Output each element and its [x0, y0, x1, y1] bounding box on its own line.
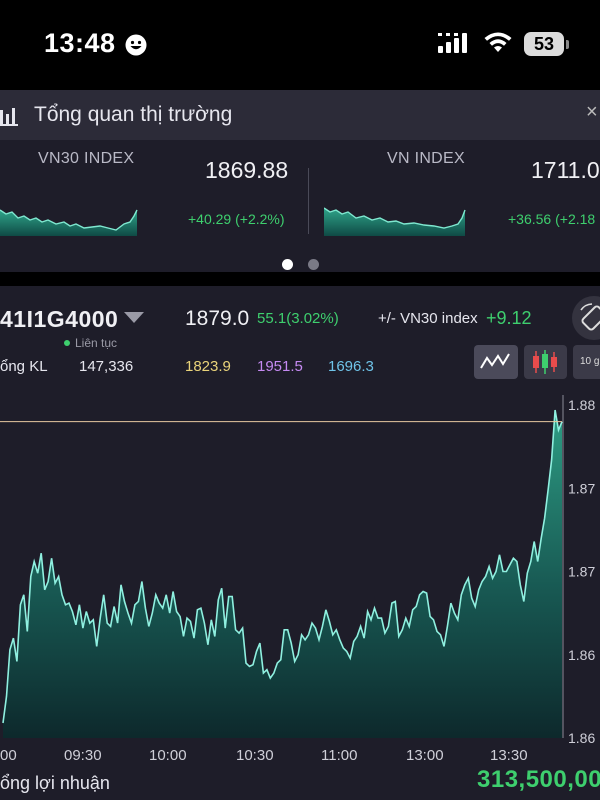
- index-name-vn30: VN30 INDEX: [38, 150, 135, 167]
- caret-down-icon[interactable]: [124, 312, 144, 323]
- index-name-vnindex: VN INDEX: [387, 150, 465, 167]
- line-chart-icon: [480, 353, 510, 369]
- y-tick-label: 1.87: [568, 564, 595, 580]
- battery-indicator: 53: [524, 32, 564, 56]
- y-tick-label: 1.88: [568, 397, 595, 413]
- symbol-selector[interactable]: 41I1G4000: [0, 306, 119, 332]
- market-overview-bar[interactable]: [0, 90, 600, 140]
- price-change: 55.1(3.02%): [257, 310, 339, 327]
- y-tick-label: 1.87: [568, 480, 595, 496]
- x-tick-label: 13:30: [490, 747, 528, 764]
- status-time: 13:48: [44, 28, 116, 58]
- market-overview-title: Tổng quan thị trường: [34, 103, 233, 126]
- ceiling-price: 1951.5: [257, 358, 303, 375]
- live-status-label: Liên tục: [75, 336, 118, 350]
- basis-value: +9.12: [486, 308, 532, 328]
- battery-tip: [566, 40, 569, 49]
- x-tick-label: 11:00: [321, 747, 358, 764]
- total-profit-label: ổng lợi nhuận: [0, 773, 110, 793]
- y-tick-label: 1.86: [568, 647, 595, 663]
- reference-price: 1823.9: [185, 358, 231, 375]
- smile-emoji-icon: [125, 34, 147, 56]
- line-chart-button[interactable]: [474, 345, 518, 379]
- basis-label: +/- VN30 index: [378, 310, 478, 327]
- x-tick-label: 13:00: [406, 747, 444, 764]
- rotate-screen-button[interactable]: [572, 296, 600, 340]
- x-tick-label: 10:30: [236, 747, 274, 764]
- index-carousel[interactable]: [0, 140, 600, 272]
- x-tick-label: 09:30: [64, 747, 102, 764]
- index-divider: [308, 168, 309, 234]
- close-icon[interactable]: ×: [586, 101, 598, 123]
- y-tick-label: 1.86: [568, 730, 595, 746]
- bar-chart-icon: [0, 108, 18, 126]
- sparkline-vnindex: [324, 207, 466, 236]
- volume-value: 147,336: [79, 358, 134, 375]
- candlestick-icon: [533, 350, 557, 374]
- volume-label: ổng KL: [0, 358, 48, 375]
- candlestick-button[interactable]: [524, 345, 567, 379]
- price-line: [2, 409, 563, 724]
- sparkline-vn30: [0, 209, 138, 236]
- floor-price: 1696.3: [328, 358, 374, 375]
- section-gap: [0, 272, 600, 286]
- interval-button[interactable]: [573, 345, 600, 379]
- cellular-signal-icon: [438, 33, 467, 53]
- index-value-vn30: 1869.88: [205, 157, 289, 183]
- rotate-screen-icon: [580, 303, 600, 331]
- intraday-price-chart[interactable]: 1.88 1.87 1.87 1.86 1.86: [0, 395, 600, 747]
- total-profit-value: 313,500,00: [477, 766, 600, 793]
- pager-dot-2[interactable]: [308, 259, 319, 270]
- index-change-vn30: +40.29 (+2.2%): [188, 211, 285, 227]
- pager-dot-1[interactable]: [282, 259, 293, 270]
- interval-label: 10 g: [580, 356, 600, 367]
- index-change-vnindex: +36.56 (+2.18: [508, 211, 596, 227]
- last-price: 1879.0: [185, 307, 250, 330]
- wifi-icon: [484, 32, 512, 52]
- live-status-dot: [64, 340, 70, 346]
- x-tick-label: 10:00: [149, 747, 187, 764]
- index-value-vnindex: 1711.0: [531, 157, 600, 183]
- price-area: [3, 410, 562, 738]
- status-bar: [0, 0, 600, 88]
- x-tick-label: 00: [0, 747, 17, 764]
